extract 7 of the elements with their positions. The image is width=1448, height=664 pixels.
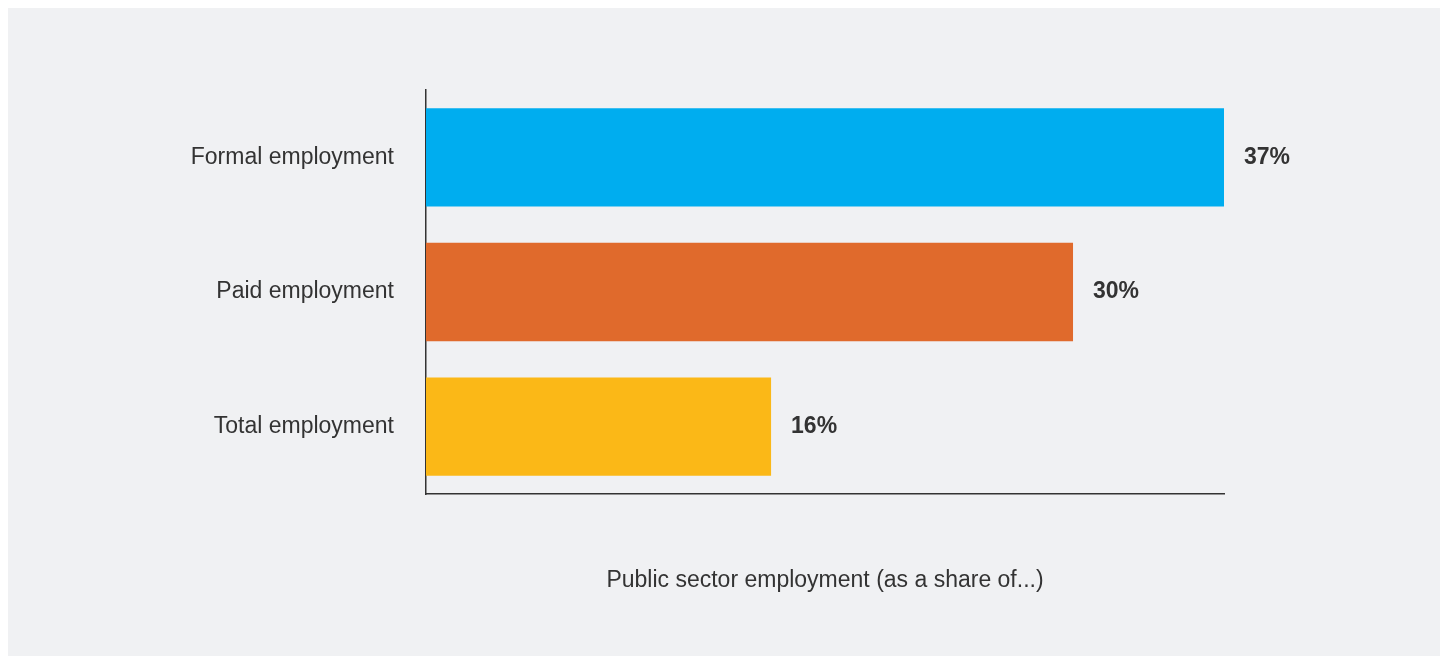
y-tick-label: Formal employment [190, 142, 395, 169]
y-tick-label: Total employment [213, 412, 395, 439]
data-label: 16% [791, 412, 838, 439]
data-label: 30% [1093, 277, 1140, 304]
x-axis-title: Public sector employment (as a share of...) [606, 565, 1044, 592]
y-tick-label: Paid employment [216, 277, 395, 304]
data-label: 37% [1244, 142, 1291, 169]
